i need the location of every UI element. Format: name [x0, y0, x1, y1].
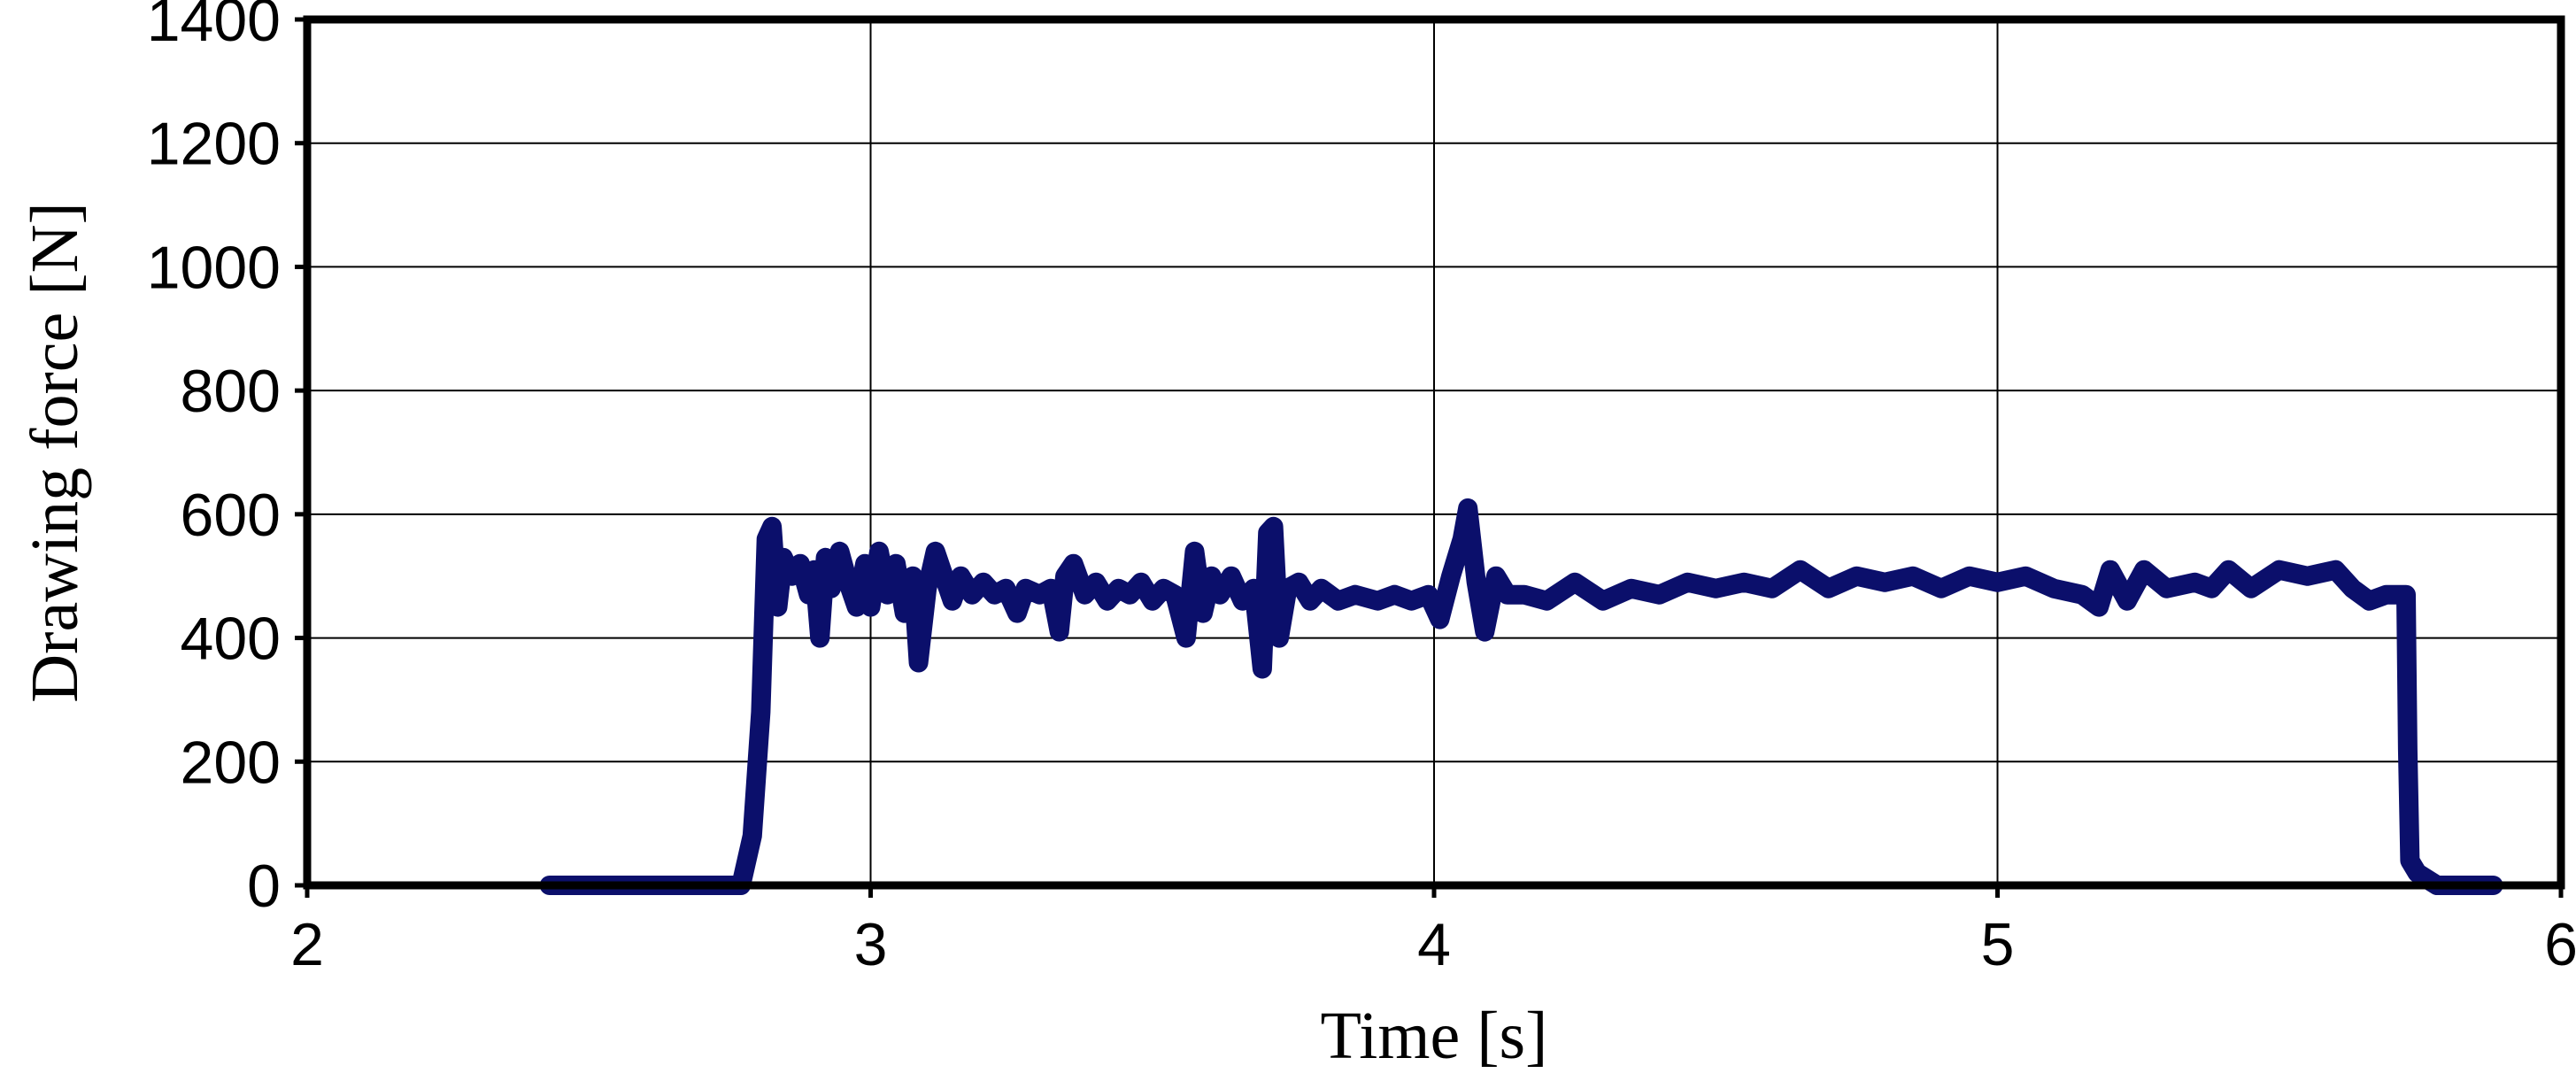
x-tick-label: 3 [854, 911, 888, 978]
tick-marks [295, 17, 2564, 898]
y-tick-label: 1200 [147, 111, 281, 178]
series-layer [539, 498, 2503, 895]
y-tick-labels: 0 200 400 600 800 1000 1200 1400 [147, 0, 281, 920]
x-tick-label: 6 [2544, 911, 2576, 978]
x-axis-title: Time [s] [1321, 999, 1548, 1073]
y-tick-label: 800 [181, 358, 281, 425]
x-tick-label: 5 [1981, 911, 2015, 978]
y-tick-label: 1400 [147, 0, 281, 54]
y-tick-label: 0 [247, 853, 281, 920]
x-tick-label: 2 [290, 911, 324, 978]
y-tick-label: 400 [181, 606, 281, 673]
y-tick-label: 1000 [147, 234, 281, 301]
x-tick-labels: 2 3 4 5 6 [290, 911, 2576, 978]
y-tick-label: 200 [181, 729, 281, 796]
y-axis-title: Drawing force [N] [18, 202, 92, 703]
series-line [539, 498, 2503, 895]
x-tick-label: 4 [1417, 911, 1451, 978]
y-tick-label: 600 [181, 482, 281, 549]
gridlines [306, 19, 2562, 886]
